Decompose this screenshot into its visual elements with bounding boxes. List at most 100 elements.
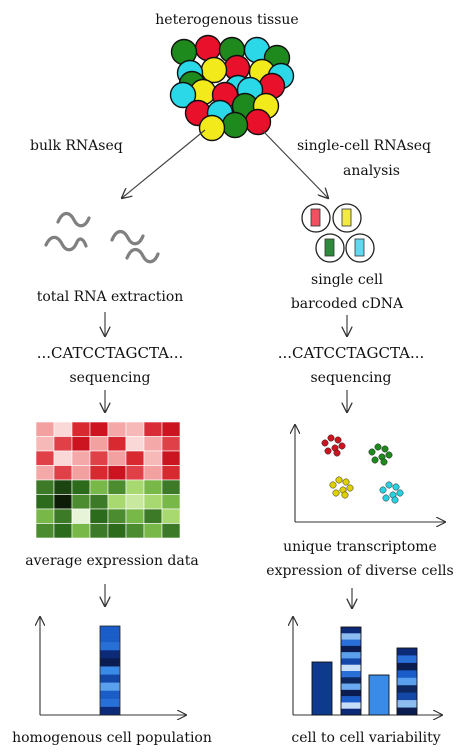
heatmap-cell (89, 494, 109, 510)
sc-bar-stripe (341, 633, 361, 640)
sc-bar-stripe (369, 675, 389, 716)
arrow-to-bulk (122, 129, 206, 198)
heatmap-cell (107, 465, 127, 481)
homogenous-population-label: homogenous cell population (12, 730, 212, 746)
heatmap-cell (125, 508, 145, 524)
heatmap-cell (89, 508, 109, 524)
rna-strand (110, 229, 145, 246)
heatmap-cell (107, 450, 127, 466)
cluster-point (379, 486, 387, 494)
sc-bar-outline (311, 661, 333, 716)
rna-strands (44, 211, 160, 264)
heatmap-cell (35, 479, 55, 495)
bulk-bar-stripe (100, 650, 120, 659)
heatmap-cell (89, 465, 109, 481)
sc-bar-stripe (397, 685, 417, 693)
cluster-point (396, 489, 404, 497)
sc-bar-stripe (341, 671, 361, 678)
sc-bar-stripe (397, 670, 417, 679)
cell-barcode-cyan (354, 238, 365, 257)
cluster-point (327, 434, 335, 442)
single-cell-bars (311, 626, 418, 716)
sc-bar-stripe (341, 696, 361, 703)
heatmap-cell (35, 494, 55, 510)
bulk-bar-chart (40, 617, 186, 715)
cluster-point (334, 436, 342, 444)
cluster-point (341, 491, 349, 499)
heatmap-cell (71, 436, 91, 452)
heatmap-cell (71, 508, 91, 524)
barcoded-cdna-label: barcoded cDNA (291, 296, 404, 312)
cluster-point (382, 494, 390, 502)
diverse-cells-label: expression of diverse cells (266, 563, 453, 579)
bulk-bar-outline (99, 625, 121, 716)
heatmap-cell (125, 436, 145, 452)
bulk-bar-stripe (100, 634, 120, 643)
heatmap-cell (89, 421, 109, 437)
heatmap-cell (161, 421, 181, 437)
heatmap-cell (35, 421, 55, 437)
cluster-point (329, 481, 337, 489)
heatmap-cell (35, 523, 55, 539)
heatmap-cell (71, 465, 91, 481)
sc-bar-stripe (341, 689, 361, 697)
analysis-label: analysis (343, 163, 400, 179)
heatmap-cell (71, 450, 91, 466)
sc-bar-stripe (397, 692, 417, 701)
cell-clusters (321, 434, 404, 504)
cluster-point (374, 443, 382, 451)
heatmap-cell (107, 479, 127, 495)
heatmap-cell (53, 421, 73, 437)
heatmap-cell (143, 465, 163, 481)
heatmap-cell (161, 523, 181, 539)
single-cell-bar-chart (293, 617, 442, 715)
tissue-cell-cyan (169, 81, 197, 109)
heatmap-cell (143, 523, 163, 539)
heatmap-cell (161, 450, 181, 466)
scatter-plot (295, 425, 445, 522)
rna-strand (44, 235, 88, 252)
heatmap-cell (53, 494, 73, 510)
cluster-point (391, 496, 399, 504)
cluster-point (371, 456, 379, 464)
heatmap-cell (71, 523, 91, 539)
heatmap-cell (107, 421, 127, 437)
sc-bar-stripe (341, 677, 361, 684)
cluster-point (335, 476, 343, 484)
single-cell-rnaseq-label: single-cell RNAseq (297, 138, 431, 154)
heatmap-cell (53, 479, 73, 495)
sc-bar-outline (396, 647, 418, 716)
cluster-point (338, 442, 346, 450)
tissue-cell-red (194, 34, 222, 62)
heatmap-cell (35, 465, 55, 481)
heatmap-cell (35, 508, 55, 524)
cluster-point (392, 483, 400, 491)
sequence-left: ...CATCCTAGCTA... (37, 344, 184, 362)
heatmap-cell (143, 494, 163, 510)
sc-bar-stripe (341, 664, 361, 672)
heatmap-cell (53, 465, 73, 481)
sc-bar-stripe (341, 645, 361, 653)
heatmap-cell (143, 479, 163, 495)
cluster-point (381, 445, 389, 453)
bulk-bar-stripe (100, 682, 120, 692)
heatmap-cell (125, 450, 145, 466)
cluster-point (368, 448, 376, 456)
sc-bar-stripe (341, 639, 361, 647)
heatmap-cell (89, 523, 109, 539)
single-cell-label: single cell (311, 272, 383, 288)
heatmap-cell (143, 421, 163, 437)
tissue-cell-green (221, 111, 249, 139)
average-expression-label: average expression data (25, 553, 198, 569)
heterogenous-tissue-label: heterogenous tissue (155, 12, 298, 28)
sc-bar-stripe (397, 700, 417, 708)
heatmap-cell (125, 479, 145, 495)
heatmap-cell (71, 494, 91, 510)
cluster-point (333, 449, 341, 457)
sc-bar-stripe (341, 708, 361, 716)
cluster-point (324, 447, 332, 455)
heatmap-cell (161, 479, 181, 495)
tissue-cell-red (244, 108, 272, 136)
heatmap-cell (71, 479, 91, 495)
